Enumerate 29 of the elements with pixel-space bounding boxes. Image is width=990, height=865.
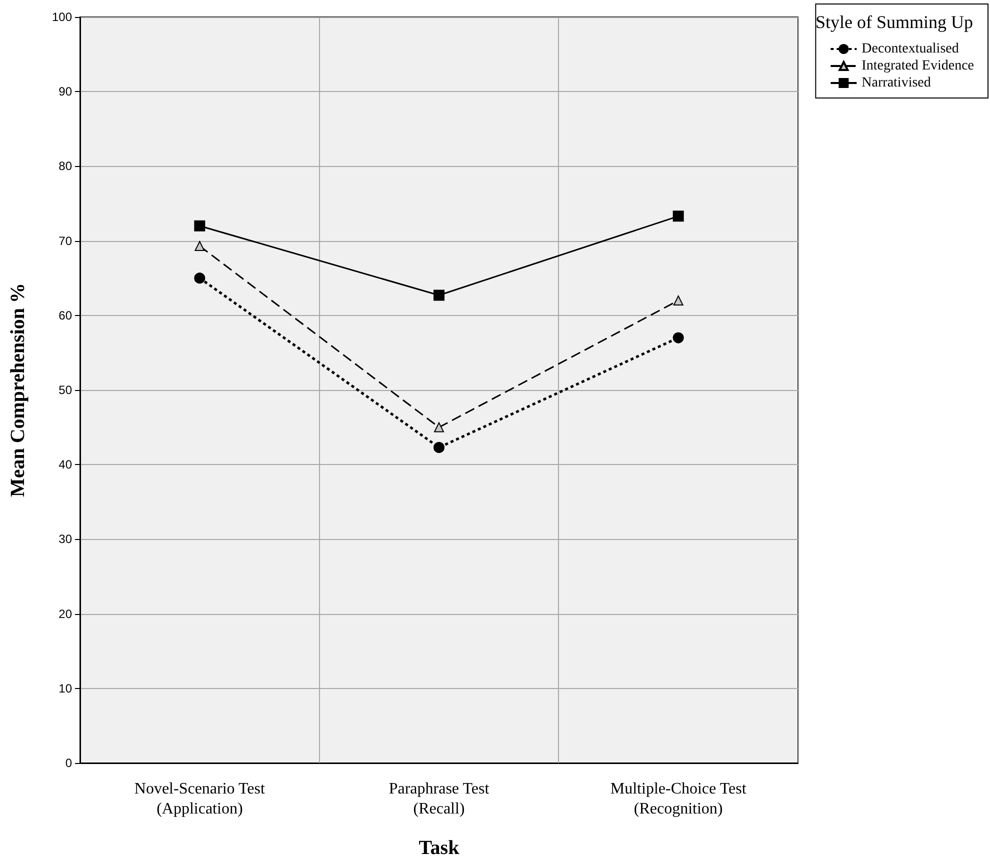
point (194, 272, 206, 284)
x-tick-label: Multiple-Choice Test (Recognition) (610, 780, 747, 818)
point (672, 210, 684, 222)
y-tick-label: 0 (65, 756, 72, 770)
point (673, 295, 684, 306)
point (194, 241, 205, 252)
legend-label: Integrated Evidence (862, 58, 974, 74)
x-tick-label: Paraphrase Test (Recall) (388, 780, 490, 818)
y-tick-label: 60 (58, 308, 72, 322)
legend-label: Narrativised (862, 76, 931, 90)
legend-label: Decontextualised (862, 42, 959, 56)
x-tick-label: Novel-Scenario Test (Application) (134, 780, 266, 818)
y-tick-label: 70 (58, 234, 72, 248)
point (672, 332, 684, 344)
y-tick-label: 10 (58, 681, 72, 696)
y-tick-label: 40 (58, 458, 72, 472)
y-tick-label: 90 (58, 84, 72, 99)
y-tick-label: 50 (58, 383, 72, 397)
point (434, 290, 444, 301)
y-tick-label: 80 (58, 159, 72, 174)
point (434, 442, 444, 453)
point (434, 422, 444, 432)
x-axis-title: Task (418, 837, 460, 859)
y-tick-label: 100 (52, 10, 72, 24)
y-axis-title: Mean Comprehension % (7, 282, 29, 498)
y-tick-label: 30 (58, 532, 72, 546)
point (194, 220, 206, 232)
legend-title: Style of Summing Up (815, 12, 974, 32)
y-tick-label: 20 (58, 606, 72, 621)
